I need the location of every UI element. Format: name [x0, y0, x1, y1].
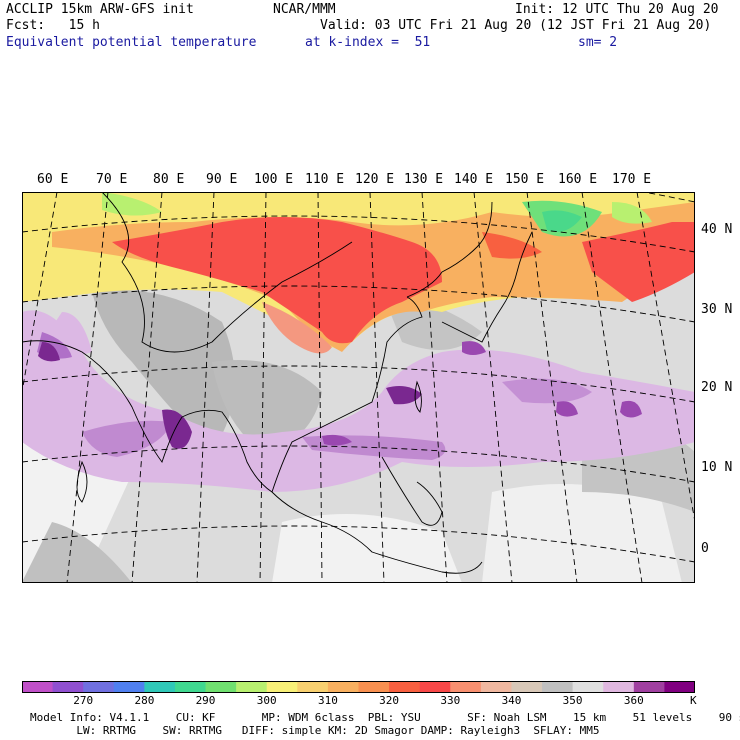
purple-core — [556, 401, 578, 417]
colorbar-unit: K — [690, 694, 697, 707]
colorbar-swatch — [113, 681, 145, 693]
purple-core — [162, 409, 192, 449]
model-info-line2: LW: RRTMG SW: RRTMG DIFF: simple KM: 2D … — [30, 724, 600, 737]
violet-patch — [82, 420, 172, 457]
colorbar-tick-label: 280 — [134, 694, 155, 707]
forecast-hour: Fcst: 15 h — [6, 18, 100, 33]
model-title: ACCLIP 15km ARW-GFS init — [6, 2, 194, 17]
red-core — [482, 232, 542, 259]
lat-label-0: 0 — [701, 541, 709, 556]
red-core — [582, 222, 695, 302]
lilac-region — [22, 310, 695, 492]
lat-label-40n: 40 N — [701, 222, 733, 237]
light-patch — [482, 484, 682, 583]
colorbar-swatch — [358, 681, 390, 693]
theta-e-map — [22, 192, 695, 583]
colorbar-swatch — [52, 681, 84, 693]
colorbar-swatch — [297, 681, 329, 693]
colorbar-tick-label: 350 — [562, 694, 583, 707]
colorbar-swatch — [633, 681, 665, 693]
colorbar-swatch — [419, 681, 451, 693]
colorbar-tick-label: 360 — [623, 694, 644, 707]
colorbar-tick-label: 310 — [317, 694, 338, 707]
lon-label-60e: 60 E — [37, 172, 69, 187]
colorbar-swatch — [205, 681, 237, 693]
green-patch — [542, 210, 582, 232]
purple-core — [620, 400, 642, 418]
colorbar-swatch — [236, 681, 268, 693]
lon-label-80e: 80 E — [153, 172, 185, 187]
graticule — [22, 192, 695, 583]
colorbar-swatch — [480, 681, 512, 693]
lat-label-20n: 20 N — [701, 380, 733, 395]
colorbar-swatch — [83, 681, 115, 693]
colorbar-tick-label: 300 — [256, 694, 277, 707]
colorbar-tick-label: 330 — [440, 694, 461, 707]
lon-label-110e: 110 E — [305, 172, 345, 187]
lon-label-90e: 90 E — [206, 172, 238, 187]
lon-label-130e: 130 E — [404, 172, 444, 187]
map-frame — [22, 192, 695, 583]
colorbar-swatch — [572, 681, 604, 693]
colorbar-swatch — [603, 681, 635, 693]
gray-patch — [22, 522, 132, 583]
colorbar-swatch — [389, 681, 421, 693]
violet-patch — [502, 378, 592, 404]
model-info-line1: Model Info: V4.1.1 CU: KF MP: WDM 6class… — [30, 711, 740, 724]
light-patch — [272, 514, 462, 583]
lon-label-100e: 100 E — [254, 172, 294, 187]
purple-core — [386, 386, 422, 405]
colorbar-swatch — [327, 681, 359, 693]
organization-label: NCAR/MMM — [273, 2, 336, 17]
lon-label-150e: 150 E — [505, 172, 545, 187]
colorbar-swatch — [450, 681, 482, 693]
colorbar-swatch — [22, 681, 54, 693]
colorbar-tick-label: 320 — [379, 694, 400, 707]
green-patch — [612, 202, 652, 224]
colorbar-frame — [22, 681, 695, 693]
lon-label-120e: 120 E — [355, 172, 395, 187]
purple-core — [38, 342, 60, 362]
colorbar-swatch — [542, 681, 574, 693]
colorbar-swatch — [174, 681, 207, 693]
colorbar-swatch — [664, 681, 695, 693]
colorbar-swatch — [511, 681, 543, 693]
valid-time: Valid: 03 UTC Fri 21 Aug 20 (12 JST Fri … — [320, 18, 712, 33]
salmon-fringe — [262, 302, 332, 354]
red-core — [112, 217, 442, 344]
colorbar-swatch — [144, 681, 176, 693]
purple-core — [462, 341, 486, 355]
level-label: at k-index = 51 — [305, 35, 431, 50]
lon-label-70e: 70 E — [96, 172, 128, 187]
smoothing-label: sm= 2 — [578, 35, 618, 50]
lat-label-10n: 10 N — [701, 460, 733, 475]
colorbar-tick-label: 340 — [501, 694, 522, 707]
colorbar-tick-label: 290 — [195, 694, 216, 707]
lat-label-30n: 30 N — [701, 302, 733, 317]
field-name: Equivalent potential temperature — [6, 35, 257, 50]
purple-core — [322, 434, 352, 446]
lon-label-160e: 160 E — [558, 172, 598, 187]
colorbar-swatch — [266, 681, 298, 693]
lon-label-170e: 170 E — [612, 172, 652, 187]
colorbar-tick-label: 270 — [73, 694, 94, 707]
init-time: Init: 12 UTC Thu 20 Aug 20 — [515, 2, 719, 17]
colorbar — [22, 681, 695, 693]
gray-patch — [212, 360, 322, 452]
lon-label-140e: 140 E — [454, 172, 494, 187]
coastlines — [22, 192, 533, 574]
